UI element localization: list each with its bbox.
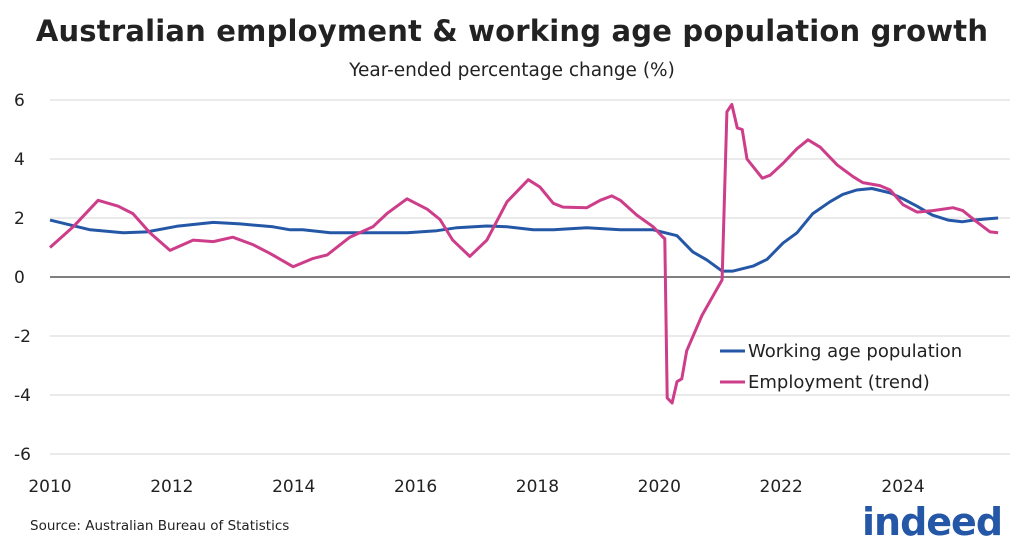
x-tick-label: 2016: [394, 477, 437, 497]
y-tick-label: 0: [14, 268, 25, 288]
chart-title: Australian employment & working age popu…: [35, 14, 989, 48]
x-tick-label: 2014: [272, 477, 315, 497]
x-tick-label: 2012: [150, 477, 193, 497]
x-tick-label: 2022: [760, 477, 803, 497]
indeed-logo: indeed: [862, 500, 1003, 544]
x-tick-label: 2024: [881, 477, 924, 497]
x-tick-label: 2010: [28, 477, 71, 497]
x-tick-label: 2018: [516, 477, 559, 497]
legend-label: Employment (trend): [748, 372, 930, 393]
y-tick-label: -2: [14, 327, 31, 347]
source-note: Source: Australian Bureau of Statistics: [30, 518, 290, 534]
y-tick-label: 4: [14, 150, 25, 170]
employment-trend-line: [49, 102, 999, 405]
y-tick-label: 6: [14, 91, 25, 111]
chart-subtitle: Year-ended percentage change (%): [349, 60, 675, 81]
legend-label: Working age population: [748, 341, 962, 362]
working-age-population-line: [49, 187, 999, 273]
y-tick-label: 2: [14, 209, 25, 229]
y-tick-label: -6: [14, 445, 31, 465]
y-tick-label: -4: [14, 386, 31, 406]
x-tick-label: 2020: [638, 477, 681, 497]
